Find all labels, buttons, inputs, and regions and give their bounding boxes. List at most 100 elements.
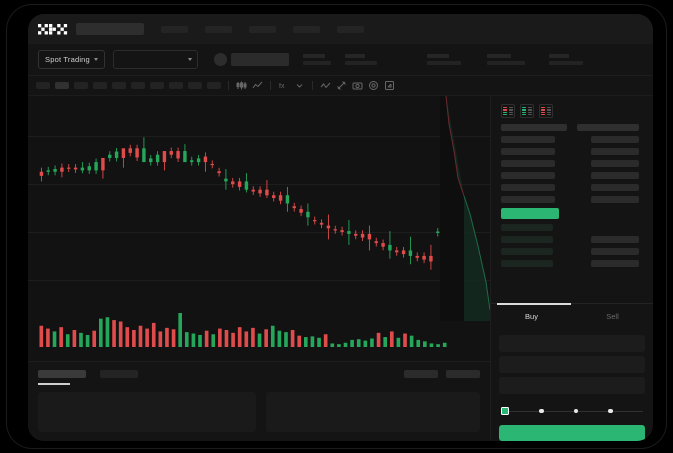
orderbook-mode-bids[interactable] <box>520 104 534 118</box>
orderbook-row[interactable] <box>591 184 639 191</box>
line-chart-icon[interactable] <box>252 80 263 91</box>
order-price-field[interactable] <box>499 335 645 352</box>
trading-pair-select[interactable] <box>112 50 198 69</box>
last-price-value <box>230 53 289 66</box>
orderbook-row[interactable] <box>501 260 553 267</box>
timeframe-button-4[interactable] <box>93 82 107 89</box>
timeframe-button-6[interactable] <box>131 82 145 89</box>
measure-icon[interactable] <box>336 80 347 91</box>
active-tab-indicator <box>38 383 70 385</box>
nav-item-3[interactable] <box>249 25 276 33</box>
chart-bottom-section <box>28 361 490 441</box>
main-content: Buy Sell <box>28 96 653 441</box>
fullscreen-icon[interactable] <box>384 80 395 91</box>
nav-item-4[interactable] <box>293 25 320 33</box>
orderbook-row[interactable] <box>591 148 639 155</box>
timeframe-button-3[interactable] <box>74 82 88 89</box>
orderbook-row[interactable] <box>501 172 555 179</box>
market-stat-5 <box>548 54 583 65</box>
orderbook-row[interactable] <box>501 236 553 243</box>
slider-step-dot[interactable] <box>539 408 544 414</box>
trendline-icon[interactable] <box>320 80 331 91</box>
orderbook-row[interactable] <box>591 248 639 255</box>
tab-buy[interactable]: Buy <box>491 304 572 329</box>
order-amount-field[interactable] <box>499 356 645 373</box>
slider-handle[interactable] <box>501 407 509 415</box>
nav-item-2[interactable] <box>205 25 232 33</box>
candlestick-chart[interactable] <box>28 96 490 301</box>
market-stat-3 <box>426 54 461 65</box>
orderbook-row[interactable] <box>591 136 639 143</box>
chart-bottom-action-1[interactable] <box>404 370 438 378</box>
orderbook-row[interactable] <box>591 160 639 167</box>
slider-step-dot[interactable] <box>608 408 613 414</box>
orderbook-row[interactable] <box>591 236 639 243</box>
timeframe-button-7[interactable] <box>150 82 164 89</box>
orderbook-row[interactable] <box>591 260 639 267</box>
orderbook-spacer <box>591 224 639 231</box>
orderbook-row[interactable] <box>501 160 555 167</box>
order-total-field[interactable] <box>499 377 645 394</box>
chevron-down-icon <box>93 58 98 61</box>
market-stat-1 <box>302 54 331 65</box>
timeframe-button-8[interactable] <box>169 82 183 89</box>
market-subheader: Spot Trading <box>28 44 653 76</box>
chevron-down-icon[interactable] <box>294 80 305 91</box>
orderbook-row[interactable] <box>591 196 639 203</box>
slider-step-dot[interactable] <box>573 408 579 414</box>
toolbar-divider <box>270 81 271 90</box>
orderbook-row[interactable] <box>501 196 555 203</box>
timeframe-button-9[interactable] <box>188 82 202 89</box>
market-stat-2 <box>344 54 377 65</box>
timeframe-button-10[interactable] <box>207 82 221 89</box>
timeframe-button-5[interactable] <box>112 82 126 89</box>
orderbook[interactable] <box>491 124 653 303</box>
tab-sell[interactable]: Sell <box>572 304 653 329</box>
settings-icon[interactable] <box>368 80 379 91</box>
orderbook-highlight-row[interactable] <box>501 208 559 219</box>
tab-sell-label: Sell <box>606 312 619 321</box>
spot-trading-select[interactable]: Spot Trading <box>38 50 105 69</box>
svg-text:fx: fx <box>279 83 285 90</box>
tab-buy-label: Buy <box>525 312 538 321</box>
chart-panel <box>28 96 490 441</box>
orderbook-row[interactable] <box>501 136 555 143</box>
trade-sidebar: Buy Sell <box>490 96 653 441</box>
chart-bottom-tab-2[interactable] <box>100 370 138 378</box>
chart-bottom-tabs <box>28 362 490 386</box>
orderbook-right-column <box>573 124 639 303</box>
orderbook-row[interactable] <box>591 172 639 179</box>
orderbook-row[interactable] <box>501 184 555 191</box>
indicators-icon[interactable]: fx <box>278 80 289 91</box>
chart-bottom-action-2[interactable] <box>446 370 480 378</box>
top-navigation-bar <box>28 14 653 44</box>
orderbook-header-row <box>501 124 567 131</box>
okx-logo[interactable] <box>38 23 68 35</box>
order-amount-slider[interactable] <box>491 404 653 418</box>
chart-gridline <box>28 184 490 185</box>
timeframe-button-1[interactable] <box>36 82 50 89</box>
orderbook-left-column <box>501 124 567 303</box>
orderbook-row[interactable] <box>501 148 555 155</box>
chart-gridline <box>28 232 490 233</box>
nav-item-5[interactable] <box>337 25 364 33</box>
submit-order-button[interactable] <box>499 425 645 441</box>
camera-icon[interactable] <box>352 80 363 91</box>
chart-gridline <box>28 280 490 281</box>
chart-bottom-card-1[interactable] <box>38 392 256 432</box>
orderbook-row[interactable] <box>501 224 553 231</box>
timeframe-button-2[interactable] <box>55 82 69 89</box>
orderbook-mode-asks[interactable] <box>539 104 553 118</box>
orderbook-spacer <box>591 208 639 219</box>
nav-item-1[interactable] <box>161 25 188 33</box>
candlestick-chart-icon[interactable] <box>236 80 247 91</box>
orderbook-mode-both[interactable] <box>501 104 515 118</box>
chart-bottom-card-2[interactable] <box>266 392 480 432</box>
coin-avatar <box>213 53 227 66</box>
active-tab-indicator <box>497 303 571 305</box>
chart-bottom-tab-1[interactable] <box>38 370 86 378</box>
orderbook-header-row <box>577 124 639 131</box>
chart-gridline <box>28 136 490 137</box>
search-input[interactable] <box>76 23 144 35</box>
orderbook-row[interactable] <box>501 248 553 255</box>
